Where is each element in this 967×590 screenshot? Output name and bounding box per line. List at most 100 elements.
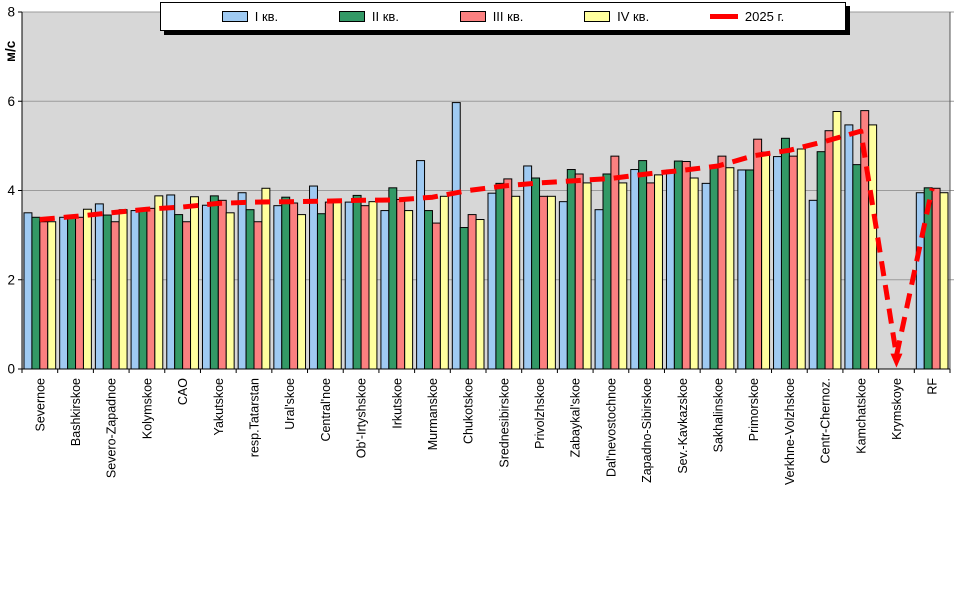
bar-q4-15 <box>582 182 592 370</box>
x-label-13: Srednesibirskoe <box>497 378 511 468</box>
bar-q2-7 <box>281 196 291 370</box>
bar-q1-2 <box>94 203 104 370</box>
bar-q2-20 <box>745 169 755 370</box>
bar-q1-4 <box>166 194 176 370</box>
bar-q4-10 <box>404 210 414 370</box>
bar-q3-4 <box>182 221 192 370</box>
trend-arrow-down-icon <box>890 353 903 368</box>
bar-q4-22 <box>832 111 842 370</box>
bar-q3-10 <box>396 198 406 370</box>
bar-q3-7 <box>289 202 299 370</box>
legend-label: III кв. <box>492 9 524 24</box>
bar-q1-6 <box>237 192 247 370</box>
bar-q3-20 <box>753 138 763 370</box>
bar-q4-23 <box>868 124 878 370</box>
bar-q1-0 <box>23 212 33 370</box>
legend-item-1: I кв. <box>221 9 279 24</box>
bar-q1-14 <box>523 165 533 370</box>
bar-q3-0 <box>39 221 49 370</box>
bar-q1-20 <box>737 169 747 370</box>
legend-trend-line-icon <box>709 14 738 19</box>
bar-q1-19 <box>701 182 711 370</box>
bar-q4-21 <box>796 148 806 370</box>
bar-q2-13 <box>495 182 505 370</box>
bar-q4-20 <box>761 151 771 370</box>
bar-q1-17 <box>630 169 640 370</box>
bar-q2-9 <box>352 194 362 370</box>
y-tick-label-6: 6 <box>7 94 15 109</box>
y-tick-label-2: 2 <box>7 272 15 287</box>
bar-q3-16 <box>610 155 620 370</box>
legend-item-3: III кв. <box>459 9 524 24</box>
bar-q4-6 <box>261 187 271 370</box>
bar-q1-13 <box>487 192 497 370</box>
bar-q2-3 <box>138 210 148 370</box>
bar-q2-10 <box>388 187 398 370</box>
bar-q1-23 <box>844 124 854 370</box>
x-label-17: Zapadno-Sibirskoe <box>640 378 654 483</box>
bar-q3-9 <box>360 205 370 370</box>
bar-q1-21 <box>773 156 782 370</box>
bar-q4-16 <box>618 182 628 370</box>
bar-q2-14 <box>531 177 541 370</box>
x-label-16: Dal'nevostochnoe <box>604 378 618 477</box>
bar-q4-17 <box>654 174 663 370</box>
bar-q4-0 <box>47 221 57 370</box>
bar-q1-8 <box>309 185 318 370</box>
x-label-1: Bashkirskoe <box>69 378 83 446</box>
x-label-24: Krymskoye <box>890 378 904 440</box>
bar-q1-25 <box>915 192 925 370</box>
x-label-20: Primorskoe <box>747 378 761 441</box>
y-tick-label-0: 0 <box>7 362 15 377</box>
x-label-0: Severnoe <box>33 378 47 432</box>
bar-q2-17 <box>638 160 648 370</box>
bar-q1-16 <box>594 209 604 370</box>
bar-q2-25 <box>923 187 933 370</box>
bar-q2-0 <box>31 216 41 370</box>
bar-q3-17 <box>646 182 656 370</box>
bar-q3-3 <box>146 207 156 370</box>
bar-q2-1 <box>67 216 77 370</box>
x-label-2: Severo-Zapadnoe <box>105 378 119 478</box>
legend-label: I кв. <box>254 9 279 24</box>
bar-q3-18 <box>681 160 691 370</box>
x-label-18: Sev.-Kavkazskoe <box>676 378 690 474</box>
bar-q3-5 <box>217 199 227 370</box>
bar-q4-3 <box>154 195 164 370</box>
x-label-25: RF <box>926 378 940 395</box>
x-label-5: Yakutskoe <box>212 378 226 435</box>
bar-q4-11 <box>439 195 449 370</box>
bar-q2-4 <box>174 214 184 370</box>
bar-q3-12 <box>467 214 477 370</box>
bar-q3-15 <box>574 173 584 370</box>
bar-q1-1 <box>59 216 69 370</box>
bar-q1-15 <box>558 201 568 370</box>
bar-q3-1 <box>75 216 84 370</box>
bar-q3-22 <box>824 130 834 370</box>
x-label-8: Central'noe <box>319 378 333 442</box>
bar-q1-11 <box>416 160 426 370</box>
bar-q4-8 <box>332 201 342 370</box>
bar-q2-2 <box>102 214 112 370</box>
x-label-21: Verkhne-Volzhskoe <box>783 378 797 485</box>
bar-q2-5 <box>209 195 219 370</box>
legend-item-4: IV кв. <box>584 10 649 23</box>
x-label-15: Zabaykal'skoe <box>569 378 583 458</box>
bar-q4-18 <box>689 177 699 370</box>
x-label-11: Murmanskoe <box>426 378 440 450</box>
bar-q4-2 <box>118 209 128 370</box>
bar-q3-8 <box>324 201 334 370</box>
bar-q2-23 <box>852 164 862 370</box>
bar-q4-4 <box>190 196 199 370</box>
legend-swatch-icon <box>459 11 486 22</box>
bar-q4-7 <box>297 214 307 370</box>
bar-q4-12 <box>475 219 485 370</box>
bar-q4-14 <box>546 195 556 370</box>
legend-label: IV кв. <box>617 9 650 24</box>
bar-q1-3 <box>130 210 140 370</box>
x-label-10: Irkutskoe <box>390 378 404 429</box>
legend-swatch-icon <box>338 11 365 22</box>
legend-label: 2025 г. <box>744 9 785 24</box>
